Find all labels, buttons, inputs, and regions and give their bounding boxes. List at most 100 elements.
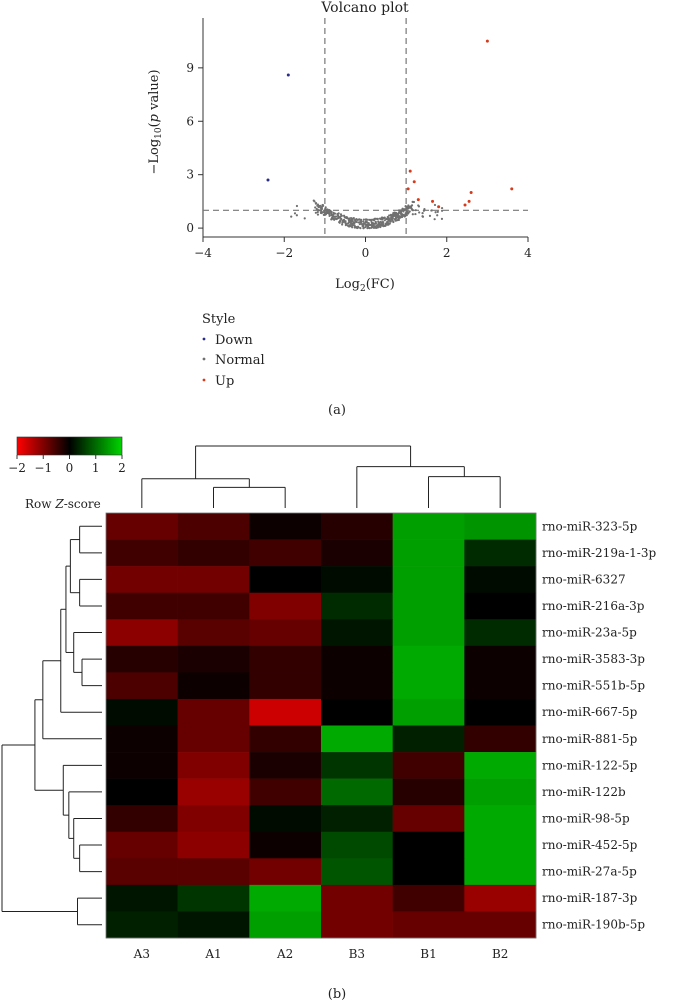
normal-point [378,224,381,227]
heatmap-cell [321,884,393,912]
y-tick-label: 6 [186,114,194,128]
heatmap-cell [106,592,178,620]
normal-point [334,215,338,218]
heatmap-cells [106,513,537,939]
normal-point [397,218,400,222]
normal-point [405,211,409,214]
heatmap-cell [392,911,465,939]
legend-label-normal: Normal [215,353,265,368]
row-label: rno-miR-881-5p [542,732,638,746]
normal-point [440,209,444,212]
heatmap-cell [249,911,322,939]
column-label: B1 [420,947,436,961]
heatmap-cell [392,672,465,700]
heatmap-cell [392,752,465,779]
normal-point [436,210,439,213]
heatmap-cell [249,884,322,912]
heatmap-cell [177,831,250,859]
row-dendrogram [1,525,102,926]
heatmap-cell [321,539,393,567]
up-point [485,39,489,43]
y-tick-label: 9 [186,61,194,75]
normal-point [350,220,353,223]
heatmap-cell [464,592,537,620]
normal-point [377,222,380,225]
normal-point [320,207,323,210]
y-tick-label: 3 [186,168,194,182]
normal-point [389,213,393,216]
normal-point [323,210,326,213]
heatmap-cell [392,778,465,806]
heatmap-cell [464,513,537,540]
volcano-threshold-lines [203,18,528,237]
x-tick-label: −2 [275,246,293,260]
normal-point [328,214,331,217]
normal-point [436,214,439,217]
normal-point [430,209,433,212]
heatmap-cell [321,725,393,753]
heatmap-cell [177,858,250,886]
heatmap-border [105,512,537,939]
normal-point [354,226,357,229]
heatmap-cell [177,778,250,806]
heatmap-cell [464,725,537,753]
x-tick-label: 2 [443,246,451,260]
heatmap-cell [177,884,250,912]
normal-point [361,225,364,228]
normal-point [394,215,397,218]
normal-point [370,226,373,229]
up-point [510,187,514,191]
normal-point [356,218,359,221]
normal-point [316,204,319,207]
heatmap-cell [464,911,537,939]
heatmap-cell [106,645,178,673]
heatmap-cell [249,805,322,833]
row-label: rno-miR-219a-1-3p [542,546,656,560]
heatmap-cell [321,831,393,859]
heatmap-cell [464,672,537,700]
normal-point [367,226,370,229]
heatmap-cell [177,513,250,540]
normal-point [338,221,341,224]
heatmap-cell [392,858,465,886]
column-label: B3 [349,947,365,961]
normal-point [428,214,432,217]
row-label: rno-miR-551b-5p [542,679,645,693]
normal-point [364,218,368,221]
normal-point [342,214,346,217]
normal-point [321,203,324,207]
normal-point [332,213,335,216]
heatmap-cell [249,672,322,700]
normal-point [384,224,387,227]
heatmap-cell [106,911,178,939]
heatmap-cell [392,805,465,833]
normal-point [324,208,327,211]
normal-point [348,217,351,220]
heatmap-cell [464,858,537,886]
heatmap-cell [464,752,537,779]
heatmap-cell [321,752,393,779]
normal-point [330,218,333,221]
legend-title: Style [202,312,236,327]
normal-point [397,209,401,212]
normal-point [383,219,386,222]
normal-point [345,222,348,226]
normal-point [314,206,317,209]
legend-marker-up [202,378,206,382]
normal-point [321,211,324,214]
normal-point [407,204,410,207]
normal-point [358,223,362,226]
normal-point [343,216,347,219]
volcano-x-ticks: −4 −2 0 2 4 [194,237,532,260]
normal-point [349,225,353,228]
volcano-y-ticks: 0 3 6 9 [186,61,203,235]
heatmap-cell [464,884,537,912]
legend-marker-down [202,337,206,341]
normal-point [295,214,298,217]
heatmap-cell [249,566,322,593]
heatmap-cell [321,566,393,593]
normal-point [379,221,382,224]
normal-point [402,208,406,211]
normal-point [418,211,421,214]
heatmap-cell [249,592,322,620]
